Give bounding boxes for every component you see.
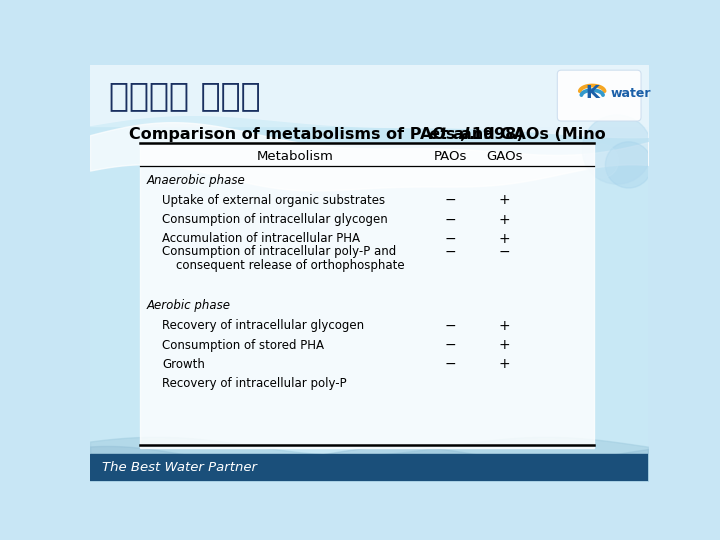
Text: −: − bbox=[444, 319, 456, 333]
Text: −: − bbox=[444, 232, 456, 246]
Text: water: water bbox=[611, 87, 652, 100]
Text: PAOs: PAOs bbox=[433, 150, 467, 163]
Text: Recovery of intracellular poly-P: Recovery of intracellular poly-P bbox=[162, 377, 347, 390]
Text: −: − bbox=[444, 245, 456, 259]
Text: K: K bbox=[585, 84, 599, 102]
Text: Aerobic phase: Aerobic phase bbox=[147, 299, 230, 312]
Text: +: + bbox=[499, 319, 510, 333]
Text: +: + bbox=[499, 213, 510, 227]
Text: Uptake of external organic substrates: Uptake of external organic substrates bbox=[162, 194, 385, 207]
Text: −: − bbox=[444, 193, 456, 207]
Circle shape bbox=[585, 144, 618, 178]
Text: −: − bbox=[444, 357, 456, 372]
Circle shape bbox=[606, 142, 652, 188]
Text: consequent release of orthophosphate: consequent release of orthophosphate bbox=[176, 259, 405, 272]
Bar bbox=[90, 454, 648, 481]
Text: GAOs: GAOs bbox=[487, 150, 523, 163]
Text: 생물학적 인제거: 생물학적 인제거 bbox=[109, 79, 261, 112]
Bar bbox=[140, 143, 594, 448]
Text: , 1998): , 1998) bbox=[461, 126, 524, 141]
Text: −: − bbox=[499, 245, 510, 259]
Text: −: − bbox=[444, 338, 456, 352]
Text: Comparison of metabolisms of PAOs and GAOs (Mino: Comparison of metabolisms of PAOs and GA… bbox=[129, 126, 611, 141]
Text: Recovery of intracellular glycogen: Recovery of intracellular glycogen bbox=[162, 319, 364, 332]
Text: Growth: Growth bbox=[162, 358, 205, 371]
FancyBboxPatch shape bbox=[557, 70, 641, 121]
Text: et al.: et al. bbox=[429, 126, 476, 141]
Text: Anaerobic phase: Anaerobic phase bbox=[147, 174, 246, 187]
Text: The Best Water Partner: The Best Water Partner bbox=[102, 461, 256, 474]
Text: Consumption of intracellular poly-P and: Consumption of intracellular poly-P and bbox=[162, 245, 396, 259]
Text: Metabolism: Metabolism bbox=[257, 150, 334, 163]
Text: Consumption of stored PHA: Consumption of stored PHA bbox=[162, 339, 324, 352]
Text: Accumulation of intracellular PHA: Accumulation of intracellular PHA bbox=[162, 232, 360, 245]
Bar bbox=[90, 65, 648, 126]
Text: −: − bbox=[444, 213, 456, 227]
Text: +: + bbox=[499, 193, 510, 207]
Text: +: + bbox=[499, 357, 510, 372]
Text: +: + bbox=[499, 232, 510, 246]
Text: Consumption of intracellular glycogen: Consumption of intracellular glycogen bbox=[162, 213, 388, 226]
Circle shape bbox=[582, 115, 652, 184]
Text: +: + bbox=[499, 338, 510, 352]
